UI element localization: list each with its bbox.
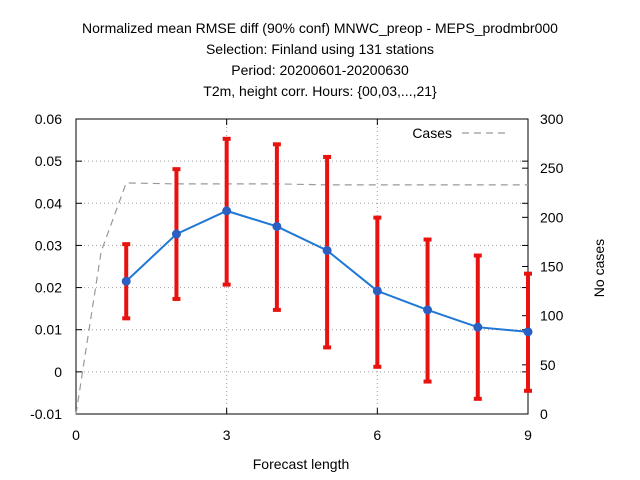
plot-frame <box>75 118 529 415</box>
y2-tick-label: 200 <box>540 209 564 225</box>
grid <box>76 119 528 414</box>
rmse-diff-series <box>121 206 533 337</box>
legend-label-cases: Cases <box>412 125 452 141</box>
y-tick-label: 0 <box>54 364 62 380</box>
title-line-1: Normalized mean RMSE diff (90% conf) MNW… <box>82 20 558 36</box>
y2-tick-label: 100 <box>540 308 564 324</box>
x-tick-label: 0 <box>72 427 80 443</box>
title-line-4: T2m, height corr. Hours: {00,03,...,21} <box>203 83 437 99</box>
title-line-2: Selection: Finland using 131 stations <box>206 41 434 57</box>
cases-line <box>75 182 528 415</box>
y-tick-label: 0.05 <box>35 153 62 169</box>
y-tick-label: 0.01 <box>35 322 62 338</box>
x-tick-label: 3 <box>223 427 231 443</box>
y2-tick-label: 0 <box>540 406 548 422</box>
y2-tick-label: 300 <box>540 111 564 127</box>
y-tick-label: 0.03 <box>35 237 62 253</box>
legend: Cases <box>412 125 510 141</box>
x-tick-label: 6 <box>373 427 381 443</box>
tick-labels: -0.01 0 0.01 0.02 0.03 0.04 0.05 0.06 0 50 100 150 2… <box>30 111 563 443</box>
y2-tick-label: 150 <box>540 259 564 275</box>
data-point <box>523 327 533 337</box>
cases-series <box>75 182 528 415</box>
data-point <box>423 305 433 315</box>
data-point <box>171 229 181 239</box>
data-point <box>222 206 232 216</box>
x-axis-label: Forecast length <box>253 456 350 472</box>
y2-tick-label: 250 <box>540 160 564 176</box>
error-bars <box>122 136 532 401</box>
data-point <box>372 286 382 296</box>
axes <box>75 118 529 415</box>
data-point <box>322 245 332 255</box>
data-point <box>121 276 131 286</box>
data-point <box>272 221 282 231</box>
y2-axis-label: No cases <box>591 239 607 297</box>
y-tick-label: -0.01 <box>30 406 62 422</box>
chart-title: Normalized mean RMSE diff (90% conf) MNW… <box>82 20 558 99</box>
title-line-3: Period: 20200601-20200630 <box>231 62 409 78</box>
y-tick-label: 0.06 <box>35 111 62 127</box>
x-tick-label: 9 <box>524 427 532 443</box>
y-tick-label: 0.02 <box>35 280 62 296</box>
data-point <box>473 322 483 332</box>
y-tick-label: 0.04 <box>35 195 62 211</box>
y2-tick-label: 50 <box>540 357 556 373</box>
